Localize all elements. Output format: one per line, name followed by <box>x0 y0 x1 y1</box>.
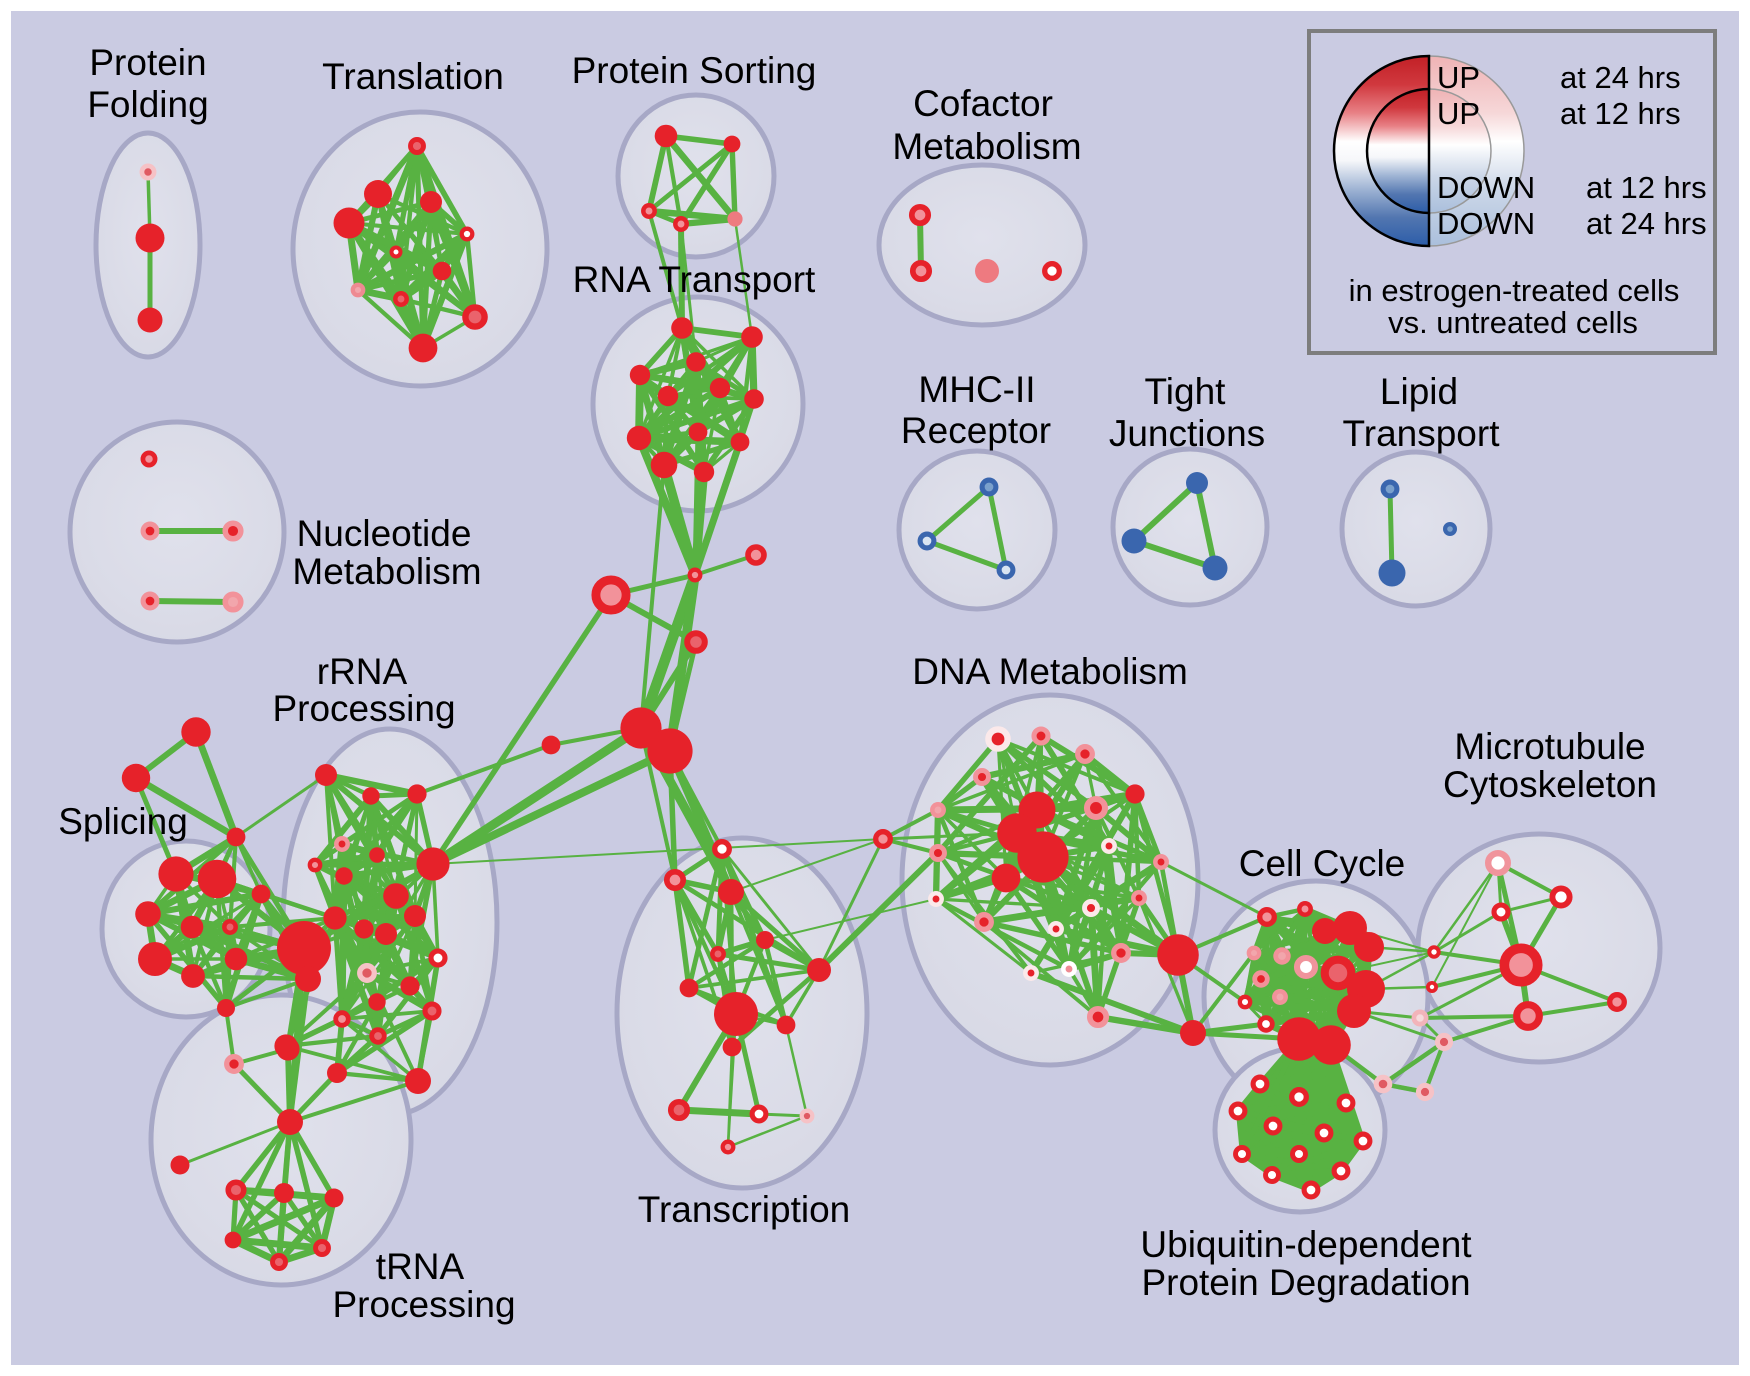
svg-text:vs. untreated cells: vs. untreated cells <box>1388 305 1638 340</box>
svg-text:UP: UP <box>1437 60 1480 95</box>
svg-text:at 24 hrs: at 24 hrs <box>1586 206 1707 241</box>
svg-text:tRNA: tRNA <box>376 1246 465 1287</box>
svg-text:Microtubule: Microtubule <box>1454 726 1645 767</box>
svg-text:Lipid: Lipid <box>1380 371 1458 412</box>
svg-text:Ubiquitin-dependent: Ubiquitin-dependent <box>1140 1224 1472 1265</box>
svg-text:Metabolism: Metabolism <box>292 551 481 592</box>
svg-text:at 12 hrs: at 12 hrs <box>1560 96 1681 131</box>
svg-text:Cytoskeleton: Cytoskeleton <box>1443 764 1657 805</box>
svg-text:Cell Cycle: Cell Cycle <box>1239 843 1406 884</box>
svg-text:Metabolism: Metabolism <box>892 126 1081 167</box>
svg-text:Protein Sorting: Protein Sorting <box>572 50 817 91</box>
svg-text:Transport: Transport <box>1343 413 1501 454</box>
svg-text:Translation: Translation <box>322 56 504 97</box>
svg-text:RNA Transport: RNA Transport <box>573 259 816 300</box>
svg-text:Receptor: Receptor <box>901 410 1051 451</box>
svg-text:DNA Metabolism: DNA Metabolism <box>912 651 1188 692</box>
svg-text:Protein: Protein <box>89 42 206 83</box>
svg-text:rRNA: rRNA <box>317 651 408 692</box>
svg-text:Tight: Tight <box>1145 371 1227 412</box>
svg-text:Processing: Processing <box>272 688 455 729</box>
svg-text:Protein Degradation: Protein Degradation <box>1141 1262 1470 1303</box>
svg-text:UP: UP <box>1437 96 1480 131</box>
svg-text:Transcription: Transcription <box>638 1189 850 1230</box>
svg-text:in estrogen-treated cells: in estrogen-treated cells <box>1349 273 1680 308</box>
svg-text:MHC-II: MHC-II <box>918 369 1035 410</box>
svg-text:Folding: Folding <box>87 84 208 125</box>
svg-text:DOWN: DOWN <box>1437 206 1535 241</box>
svg-text:Processing: Processing <box>332 1284 515 1325</box>
svg-text:at 12 hrs: at 12 hrs <box>1586 170 1707 205</box>
svg-text:at 24 hrs: at 24 hrs <box>1560 60 1681 95</box>
svg-text:DOWN: DOWN <box>1437 170 1535 205</box>
svg-text:Junctions: Junctions <box>1109 413 1265 454</box>
svg-text:Splicing: Splicing <box>58 801 188 842</box>
svg-text:Nucleotide: Nucleotide <box>297 513 472 554</box>
svg-text:Cofactor: Cofactor <box>913 83 1053 124</box>
